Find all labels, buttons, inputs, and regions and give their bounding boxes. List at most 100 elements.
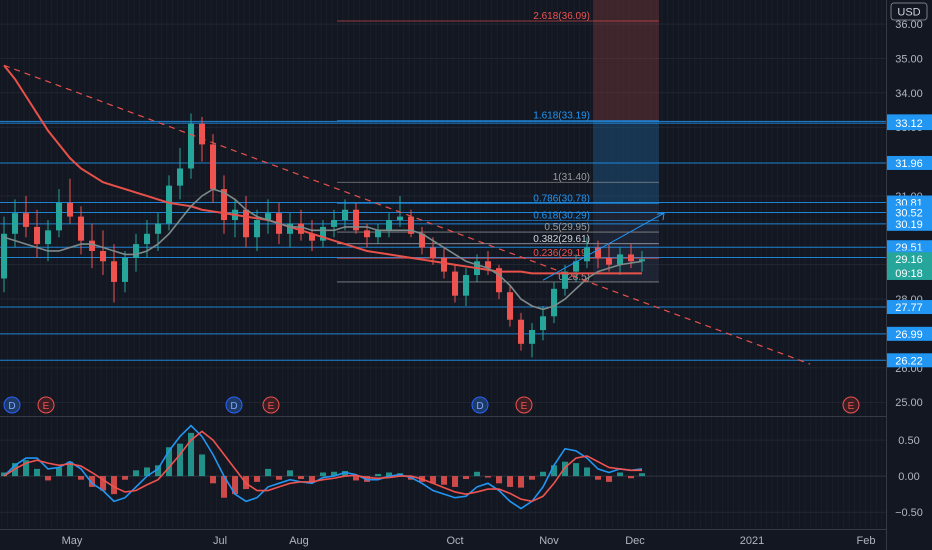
price-label-text: 26.22 (895, 355, 923, 367)
fib-label: 1(31.40) (553, 172, 590, 183)
macd-histogram-bar (276, 476, 282, 480)
candle-body (166, 185, 172, 224)
price-label-box (887, 116, 932, 131)
macd-histogram-bar (507, 476, 513, 487)
macd-histogram-bar (496, 476, 502, 484)
price-tick-label: 36.00 (895, 19, 923, 31)
macd-tick-label: 0.00 (898, 471, 919, 483)
candle-body (573, 261, 579, 272)
time-tick-label: Dec (625, 535, 645, 547)
candle-body (34, 226, 40, 245)
price-tick-label: 35.00 (895, 53, 923, 65)
macd-histogram-bar (1, 472, 7, 477)
candle-body (287, 223, 293, 234)
macd-histogram-bar (430, 476, 436, 484)
event-marker-label: D (476, 401, 483, 412)
candle-body (375, 230, 381, 238)
candle-body (155, 223, 161, 234)
macd-histogram-bar (474, 471, 480, 477)
macd-tick-label: 0.50 (898, 435, 919, 447)
candle-body (133, 244, 139, 258)
signal-line (3, 430, 642, 503)
price-label-box (887, 155, 932, 170)
candle-body (628, 254, 634, 262)
event-marker-label: E (268, 401, 275, 412)
macd-histogram-bar (342, 471, 348, 477)
macd-histogram-bar (639, 473, 645, 477)
macd-histogram-bar (584, 467, 590, 477)
macd-histogram-bar (529, 476, 535, 480)
candle-body (45, 230, 51, 245)
macd-line (3, 424, 643, 510)
price-label-text: 09:18 (895, 268, 923, 280)
macd-histogram-bar (540, 471, 546, 477)
time-axis[interactable]: May Jul Aug Oct Nov Dec 2021 Feb (0, 529, 886, 550)
candle-body (397, 216, 403, 221)
macd-histogram-bar (188, 432, 194, 477)
fib-label: 1.618(33.19) (533, 111, 590, 122)
trendline (3, 64, 811, 365)
fib-label: 0.236(29.19) (533, 248, 590, 259)
fib-label: 0.5(29.95) (544, 222, 590, 233)
price-label-text: 29.16 (895, 254, 923, 266)
candle-body (606, 257, 612, 265)
macd-histogram-bar (463, 476, 469, 479)
macd-panel (0, 424, 886, 510)
macd-histogram-bar (111, 476, 117, 495)
candle-body (144, 233, 150, 245)
macd-histogram-bar (287, 470, 293, 477)
candle-body (199, 123, 205, 145)
candle-body (364, 230, 370, 238)
macd-histogram-bar (298, 476, 304, 479)
macd-histogram-bar (331, 471, 337, 477)
candle-body (309, 233, 315, 241)
candle-body (254, 220, 260, 238)
currency-badge[interactable]: USD (890, 2, 928, 21)
price-label-box (887, 353, 932, 368)
macd-histogram-bar (166, 447, 172, 477)
currency-label: USD (897, 7, 920, 19)
macd-histogram-bar (67, 461, 73, 477)
fib-projection-zone (593, 0, 659, 282)
macd-histogram-bar (56, 467, 62, 477)
candle-body (496, 268, 502, 293)
macd-histogram-bar (375, 473, 381, 477)
macd-histogram-bar (562, 461, 568, 477)
candle-body (529, 330, 535, 344)
candle-body (353, 209, 359, 231)
candle-body (551, 288, 557, 317)
macd-histogram-bar (78, 476, 84, 480)
macd-histogram-bar (353, 476, 359, 481)
price-tick-label: 34.00 (895, 88, 923, 100)
time-tick-label: Jul (213, 535, 227, 547)
macd-histogram-bar (177, 443, 183, 477)
macd-histogram-bar (144, 467, 150, 477)
macd-histogram-bar (199, 454, 205, 477)
candle-body (221, 189, 227, 221)
fib-label: 0(28.5) (558, 272, 590, 283)
time-tick-label: Feb (857, 535, 876, 547)
macd-histogram-bar (155, 465, 161, 477)
candle-body (12, 213, 18, 234)
candle-body (386, 220, 392, 231)
candle-body (562, 271, 568, 289)
candle-body (78, 216, 84, 241)
price-label-text: 33.12 (895, 118, 923, 130)
candle-body (177, 168, 183, 186)
candle-body (89, 240, 95, 251)
candle-body (441, 257, 447, 272)
candle-body (122, 257, 128, 282)
price-label-box (887, 326, 932, 341)
macd-histogram-bar (232, 476, 238, 495)
candle-body (67, 202, 73, 217)
price-label-box (887, 265, 932, 280)
dividend-marker (3, 396, 21, 414)
macd-histogram-bar (386, 472, 392, 477)
macd-histogram-bar (23, 460, 29, 477)
candle-body (111, 261, 117, 282)
moving-average-line (3, 188, 643, 311)
macd-histogram-bar (573, 463, 579, 477)
dividend-marker (471, 396, 489, 414)
candle-body (419, 233, 425, 248)
